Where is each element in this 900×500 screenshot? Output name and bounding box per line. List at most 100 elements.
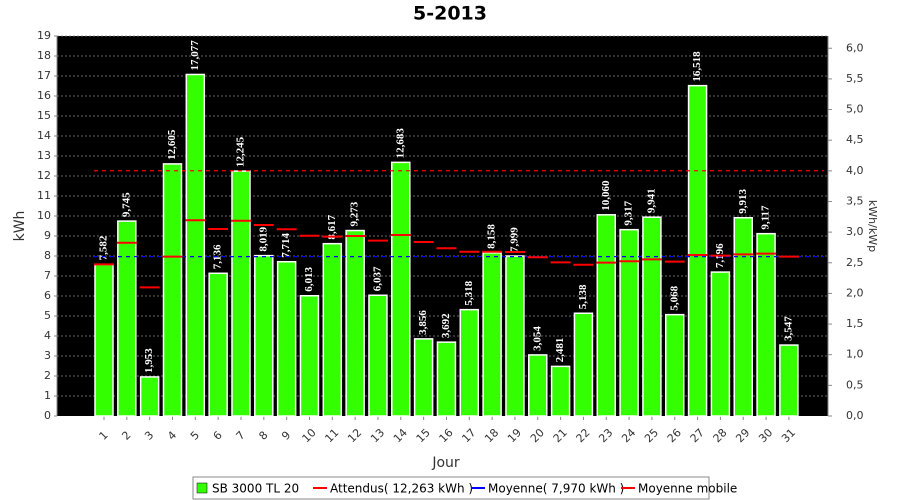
- x-tick-label: 22: [574, 426, 593, 445]
- x-tick-label: 15: [414, 426, 433, 445]
- bar: [710, 271, 731, 417]
- x-tick-label: 7: [234, 429, 248, 443]
- legend: SB 3000 TL 20 Attendus( 12,263 kWh ) Moyen…: [192, 476, 737, 500]
- legend-label: SB 3000 TL 20: [212, 482, 299, 496]
- y-tick-label: 6: [44, 289, 51, 302]
- bar: [619, 228, 639, 417]
- bar: [368, 294, 388, 417]
- y2-tick-label: 2,5: [846, 256, 864, 269]
- value-label: 5,318: [463, 280, 475, 305]
- y-tick-label: 19: [37, 29, 51, 42]
- bar: [665, 313, 685, 417]
- bar: [459, 308, 480, 417]
- y2-tick-label: 6,0: [846, 41, 864, 54]
- bar: [436, 341, 457, 417]
- y2-tick-label: 0,0: [846, 409, 864, 422]
- y2-tick-label: 4,5: [846, 133, 864, 146]
- x-tick-label: 11: [322, 426, 341, 445]
- bar: [756, 232, 776, 417]
- x-tick-label: 1: [97, 429, 111, 443]
- value-label: 9,745: [120, 192, 132, 217]
- y-tick-label: 9: [44, 229, 51, 242]
- y2-tick-label: 1,5: [846, 317, 864, 330]
- value-label: 6,013: [303, 266, 315, 291]
- value-label: 7,714: [280, 232, 292, 257]
- x-tick-label: 12: [345, 426, 364, 445]
- x-tick-label: 24: [619, 426, 638, 445]
- value-label: 8,019: [257, 226, 269, 251]
- x-tick-label: 29: [733, 426, 752, 445]
- y-tick-label: 5: [44, 309, 51, 322]
- bar: [254, 254, 274, 417]
- value-label: 6,037: [371, 266, 383, 291]
- legend-label: Attendus( 12,263 kWh ): [330, 482, 473, 496]
- x-tick-label: 3: [142, 429, 156, 443]
- value-label: 8,158: [486, 224, 498, 249]
- value-label: 7,582: [98, 235, 110, 260]
- bar: [231, 170, 251, 417]
- x-tick-label: 2: [119, 429, 133, 443]
- x-tick-label: 8: [256, 429, 270, 443]
- legend-swatch: [196, 482, 208, 494]
- y-tick-label: 10: [37, 209, 51, 222]
- y2-tick-label: 2,0: [846, 286, 864, 299]
- y2-tick-label: 1,0: [846, 348, 864, 361]
- bar: [550, 365, 571, 417]
- x-tick-label: 4: [165, 429, 179, 443]
- value-label: 9,913: [737, 188, 749, 213]
- bar: [596, 214, 617, 417]
- y-tick-label: 4: [44, 329, 51, 342]
- x-tick-label: 26: [665, 426, 684, 445]
- value-label: 9,273: [349, 201, 361, 226]
- y2-tick-label: 5,5: [846, 72, 864, 85]
- bar: [413, 338, 434, 417]
- value-label: 9,941: [645, 188, 657, 213]
- y-tick-label: 15: [37, 109, 51, 122]
- value-label: 12,245: [235, 136, 247, 167]
- value-label: 2,481: [554, 338, 566, 363]
- value-label: 7,999: [508, 227, 520, 252]
- y-tick-label: 1: [44, 389, 51, 402]
- value-label: 3,054: [531, 326, 543, 351]
- x-tick-label: 9: [279, 429, 293, 443]
- bar: [162, 163, 183, 417]
- y-axis-label: kWh: [12, 211, 28, 242]
- bar: [482, 252, 502, 417]
- y-tick-label: 17: [37, 69, 51, 82]
- bar: [779, 344, 799, 417]
- x-tick-label: 30: [756, 426, 775, 445]
- value-label: 3,547: [782, 316, 794, 341]
- legend-box: [192, 476, 710, 500]
- value-label: 10,060: [600, 180, 612, 211]
- legend-label: Moyenne mobile: [638, 482, 737, 496]
- bar: [573, 312, 594, 417]
- bar: [139, 376, 160, 417]
- bar: [208, 272, 228, 417]
- x-tick-label: 31: [779, 426, 798, 445]
- y-tick-label: 3: [44, 349, 51, 362]
- value-label: 12,605: [166, 129, 178, 160]
- y-tick-label: 16: [37, 89, 51, 102]
- x-axis-label: Jour: [431, 455, 460, 471]
- x-tick-label: 10: [300, 426, 319, 445]
- x-tick-label: 28: [711, 426, 730, 445]
- x-tick-label: 20: [528, 426, 547, 445]
- bar: [642, 216, 662, 417]
- x-tick-label: 23: [596, 426, 615, 445]
- bar: [505, 255, 525, 417]
- bar: [322, 242, 343, 417]
- value-label: 8,617: [326, 214, 338, 239]
- y-tick-label: 0: [44, 409, 51, 422]
- y-tick-label: 2: [44, 369, 51, 382]
- value-label: 1,953: [143, 348, 155, 373]
- y-tick-label: 8: [44, 249, 51, 262]
- x-tick-label: 16: [437, 426, 456, 445]
- y2-axis-label: kWh/kWp: [866, 200, 879, 252]
- value-label: 16,518: [691, 51, 703, 82]
- value-label: 17,077: [189, 40, 201, 71]
- bar: [94, 263, 114, 417]
- y2-tick-label: 3,5: [846, 194, 864, 207]
- value-label: 12,683: [394, 128, 406, 159]
- x-tick-label: 18: [482, 426, 501, 445]
